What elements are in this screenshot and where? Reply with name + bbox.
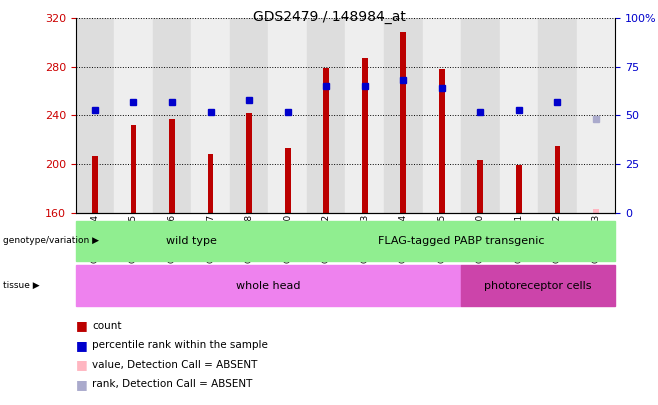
Bar <box>246 113 252 213</box>
Text: photoreceptor cells: photoreceptor cells <box>484 281 592 290</box>
Bar <box>230 18 268 213</box>
Bar <box>499 18 538 213</box>
Bar <box>307 18 345 213</box>
Bar <box>461 265 615 306</box>
Bar <box>268 18 307 213</box>
Bar <box>323 68 329 213</box>
Bar <box>114 18 153 213</box>
Bar <box>76 221 307 261</box>
Text: ■: ■ <box>76 339 88 352</box>
Bar <box>555 146 561 213</box>
Text: wild type: wild type <box>166 236 216 246</box>
Text: FLAG-tagged PABP transgenic: FLAG-tagged PABP transgenic <box>378 236 544 246</box>
Bar <box>345 18 384 213</box>
Bar <box>538 18 576 213</box>
Bar <box>76 18 114 213</box>
Bar <box>576 18 615 213</box>
Bar <box>285 148 291 213</box>
Text: whole head: whole head <box>236 281 301 290</box>
Bar <box>461 18 499 213</box>
Bar <box>362 58 368 213</box>
Text: tissue ▶: tissue ▶ <box>3 281 40 290</box>
Bar <box>130 125 136 213</box>
Text: count: count <box>92 321 122 331</box>
Text: ■: ■ <box>76 320 88 333</box>
Text: rank, Detection Call = ABSENT: rank, Detection Call = ABSENT <box>92 379 253 389</box>
Bar <box>422 18 461 213</box>
Bar <box>439 69 445 213</box>
Text: value, Detection Call = ABSENT: value, Detection Call = ABSENT <box>92 360 257 370</box>
Text: ■: ■ <box>76 358 88 371</box>
Bar <box>400 32 406 213</box>
Bar <box>208 154 213 213</box>
Bar <box>307 221 615 261</box>
Bar <box>92 156 98 213</box>
Bar <box>153 18 191 213</box>
Bar <box>169 119 175 213</box>
Text: percentile rank within the sample: percentile rank within the sample <box>92 341 268 350</box>
Bar <box>593 209 599 213</box>
Text: ■: ■ <box>76 378 88 391</box>
Bar <box>384 18 422 213</box>
Text: GDS2479 / 148984_at: GDS2479 / 148984_at <box>253 10 405 24</box>
Bar <box>76 265 461 306</box>
Bar <box>516 165 522 213</box>
Bar <box>478 160 483 213</box>
Text: genotype/variation ▶: genotype/variation ▶ <box>3 237 99 245</box>
Bar <box>191 18 230 213</box>
